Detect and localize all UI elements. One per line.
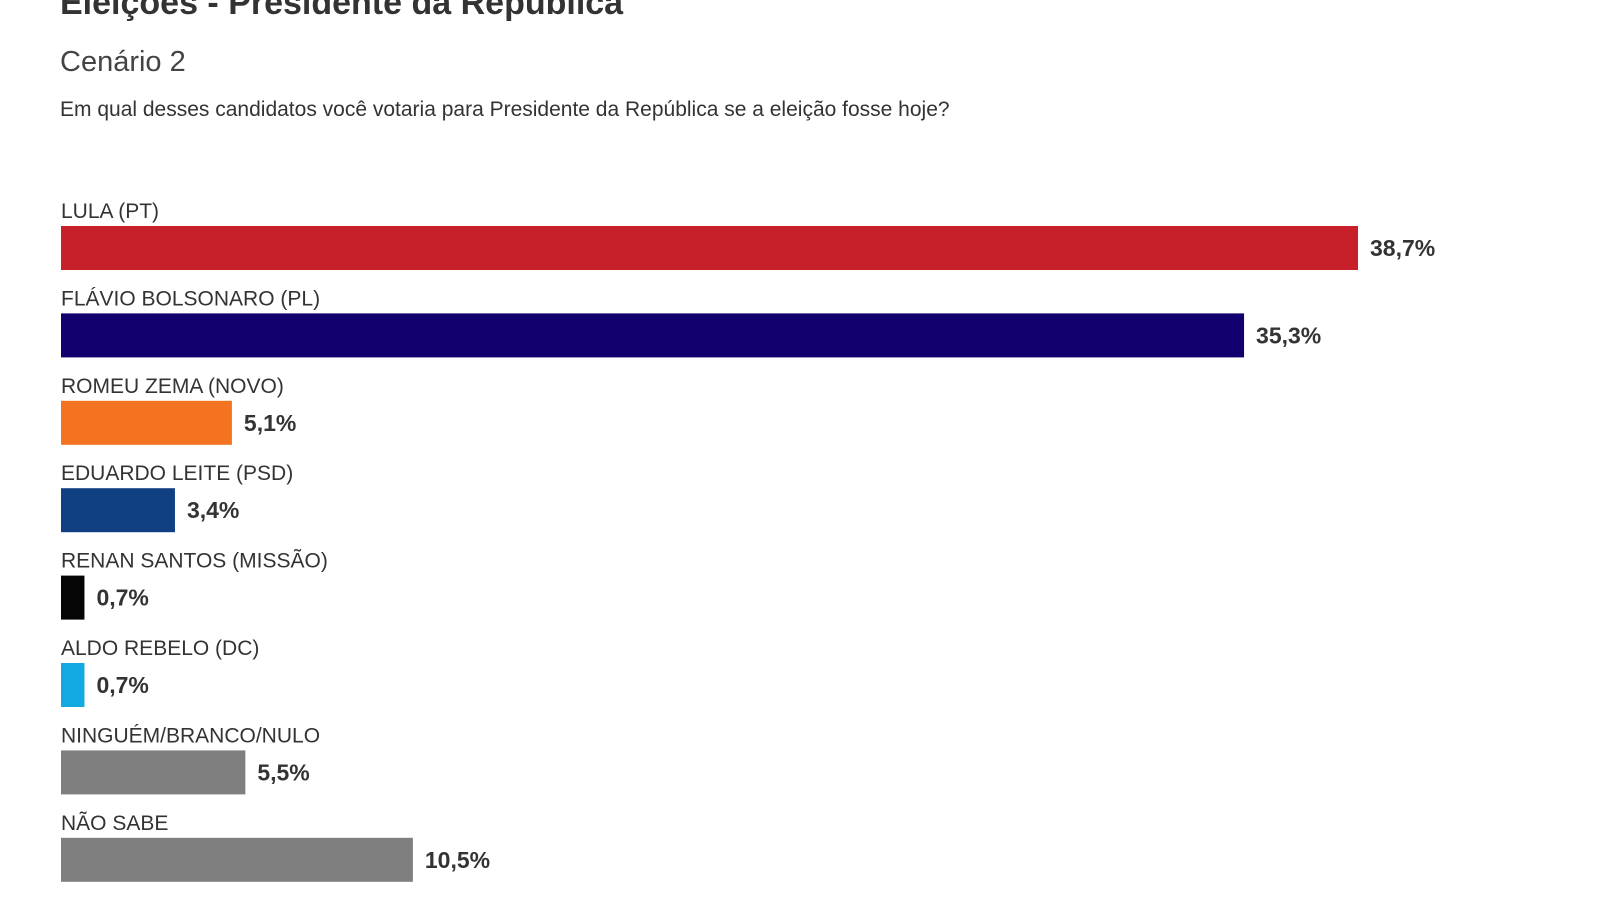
bar <box>61 750 246 795</box>
value-label: 5,5% <box>257 759 309 785</box>
bar <box>61 226 1358 270</box>
category-label: EDUARDO LEITE (PSD) <box>61 462 293 485</box>
bar <box>61 400 232 445</box>
chart-title: Eleições - Presidente da República <box>60 0 624 22</box>
bar <box>61 663 85 707</box>
category-label: NÃO SABE <box>61 811 168 835</box>
category-label: NINGUÉM/BRANCO/NULO <box>61 724 320 747</box>
survey-question: Em qual desses candidatos você votaria p… <box>60 98 950 121</box>
value-label: 0,7% <box>96 585 148 611</box>
category-label: FLÁVIO BOLSONARO (PL) <box>61 287 320 310</box>
category-label: LULA (PT) <box>61 200 159 223</box>
bar <box>61 837 413 882</box>
category-label: ALDO REBELO (DC) <box>61 637 259 660</box>
chart-subtitle: Cenário 2 <box>60 46 186 78</box>
bar <box>61 488 175 533</box>
bar <box>61 313 1245 358</box>
value-label: 0,7% <box>96 672 148 698</box>
value-label: 5,1% <box>244 410 296 436</box>
category-label: ROMEU ZEMA (NOVO) <box>61 375 284 398</box>
category-label: RENAN SANTOS (MISSÃO) <box>61 549 328 573</box>
bar <box>61 575 85 620</box>
value-label: 3,4% <box>187 497 239 523</box>
value-label: 38,7% <box>1370 235 1435 261</box>
value-label: 35,3% <box>1256 322 1321 348</box>
value-label: 10,5% <box>425 847 490 873</box>
